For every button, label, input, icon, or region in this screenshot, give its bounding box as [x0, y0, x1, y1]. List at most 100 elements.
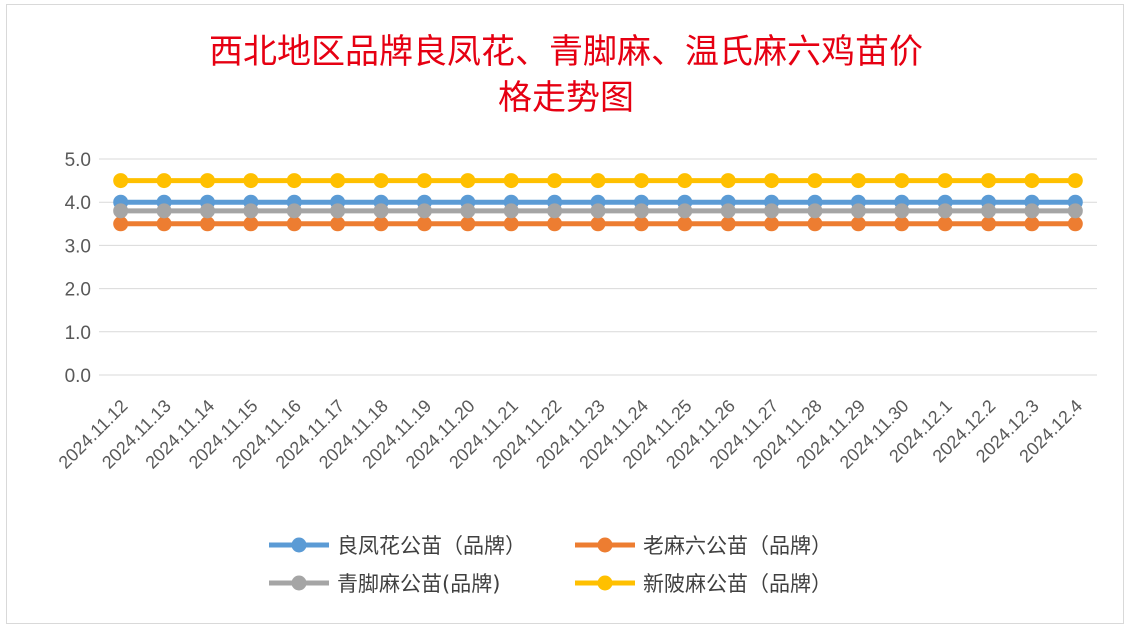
- legend-label: 青脚麻公苗(品牌): [337, 572, 500, 596]
- chart-title-line-1: 西北地区品牌良凤花、青脚麻、温氏麻六鸡苗价: [209, 32, 923, 72]
- data-point: [937, 173, 953, 189]
- data-point: [460, 173, 476, 189]
- data-point: [156, 203, 172, 219]
- data-point: [850, 216, 866, 232]
- data-point: [243, 173, 259, 189]
- data-point: [850, 203, 866, 219]
- data-point: [113, 173, 129, 189]
- data-point: [764, 203, 780, 219]
- data-point: [720, 173, 736, 189]
- data-point: [243, 216, 259, 232]
- data-point: [286, 216, 302, 232]
- data-point: [1067, 203, 1083, 219]
- legend-swatch-marker: [291, 537, 307, 553]
- data-point: [156, 216, 172, 232]
- gridlines: [99, 158, 1097, 376]
- legend-swatch-marker: [597, 575, 613, 591]
- y-tick-label: 0.0: [65, 366, 91, 387]
- data-point: [503, 173, 519, 189]
- data-point: [243, 203, 259, 219]
- chart-title: 西北地区品牌良凤花、青脚麻、温氏麻六鸡苗价 格走势图: [209, 32, 923, 118]
- data-point: [764, 216, 780, 232]
- data-point: [199, 216, 215, 232]
- legend-label: 良凤花公苗（品牌）: [337, 534, 526, 558]
- data-point: [547, 173, 563, 189]
- legend-label: 老麻六公苗（品牌）: [643, 534, 832, 558]
- legend-item: 青脚麻公苗(品牌): [269, 572, 500, 596]
- y-tick-label: 1.0: [65, 323, 91, 344]
- data-point: [590, 173, 606, 189]
- data-point: [894, 216, 910, 232]
- legend-item: 老麻六公苗（品牌）: [575, 534, 832, 558]
- data-point: [720, 216, 736, 232]
- data-point: [1024, 173, 1040, 189]
- data-point: [894, 203, 910, 219]
- data-point: [156, 173, 172, 189]
- data-point: [330, 216, 346, 232]
- data-point: [113, 216, 129, 232]
- data-point: [937, 216, 953, 232]
- series-1: [113, 216, 1083, 232]
- data-point: [1067, 216, 1083, 232]
- data-point: [416, 216, 432, 232]
- data-point: [590, 203, 606, 219]
- y-axis-ticks: 0.0 1.0 2.0 3.0 4.0 5.0: [65, 150, 91, 387]
- y-tick-label: 4.0: [65, 193, 91, 214]
- legend-item: 新陂麻公苗（品牌）: [575, 572, 832, 596]
- y-tick-label: 5.0: [65, 150, 91, 171]
- series-group: [113, 173, 1083, 232]
- data-point: [286, 173, 302, 189]
- data-point: [807, 216, 823, 232]
- data-point: [677, 216, 693, 232]
- data-point: [373, 216, 389, 232]
- data-point: [850, 173, 866, 189]
- data-point: [677, 173, 693, 189]
- data-point: [1024, 203, 1040, 219]
- legend-swatch-marker: [597, 537, 613, 553]
- chart-title-line-2: 格走势图: [498, 78, 634, 118]
- data-point: [330, 203, 346, 219]
- data-point: [677, 203, 693, 219]
- data-point: [330, 173, 346, 189]
- data-point: [503, 203, 519, 219]
- data-point: [373, 173, 389, 189]
- data-point: [547, 216, 563, 232]
- data-point: [286, 203, 302, 219]
- data-point: [416, 173, 432, 189]
- data-point: [460, 216, 476, 232]
- chart-frame: 西北地区品牌良凤花、青脚麻、温氏麻六鸡苗价 格走势图 0.0 1.0 2.0 3.0 4…: [6, 4, 1124, 624]
- series-2: [113, 203, 1083, 219]
- line-chart: 西北地区品牌良凤花、青脚麻、温氏麻六鸡苗价 格走势图 0.0 1.0 2.0 3.0 4…: [55, 32, 1097, 596]
- data-point: [547, 203, 563, 219]
- data-point: [981, 203, 997, 219]
- data-point: [416, 203, 432, 219]
- data-point: [981, 216, 997, 232]
- data-point: [894, 173, 910, 189]
- y-tick-label: 2.0: [65, 280, 91, 301]
- data-point: [764, 173, 780, 189]
- series-3: [113, 173, 1083, 189]
- data-point: [1067, 173, 1083, 189]
- data-point: [199, 173, 215, 189]
- data-point: [937, 203, 953, 219]
- data-point: [633, 216, 649, 232]
- legend-swatch-marker: [291, 575, 307, 591]
- data-point: [807, 173, 823, 189]
- data-point: [981, 173, 997, 189]
- data-point: [720, 203, 736, 219]
- data-point: [807, 203, 823, 219]
- x-axis-ticks: 2024.11.122024.11.132024.11.142024.11.15…: [55, 396, 1087, 473]
- data-point: [373, 203, 389, 219]
- data-point: [503, 216, 519, 232]
- legend-label: 新陂麻公苗（品牌）: [643, 572, 832, 596]
- data-point: [460, 203, 476, 219]
- legend-item: 良凤花公苗（品牌）: [269, 534, 526, 558]
- data-point: [633, 173, 649, 189]
- data-point: [113, 203, 129, 219]
- y-tick-label: 3.0: [65, 236, 91, 257]
- data-point: [199, 203, 215, 219]
- data-point: [633, 203, 649, 219]
- legend: 良凤花公苗（品牌） 老麻六公苗（品牌） 青脚麻公苗(品牌) 新陂麻公苗（品牌）: [269, 534, 832, 596]
- data-point: [1024, 216, 1040, 232]
- data-point: [590, 216, 606, 232]
